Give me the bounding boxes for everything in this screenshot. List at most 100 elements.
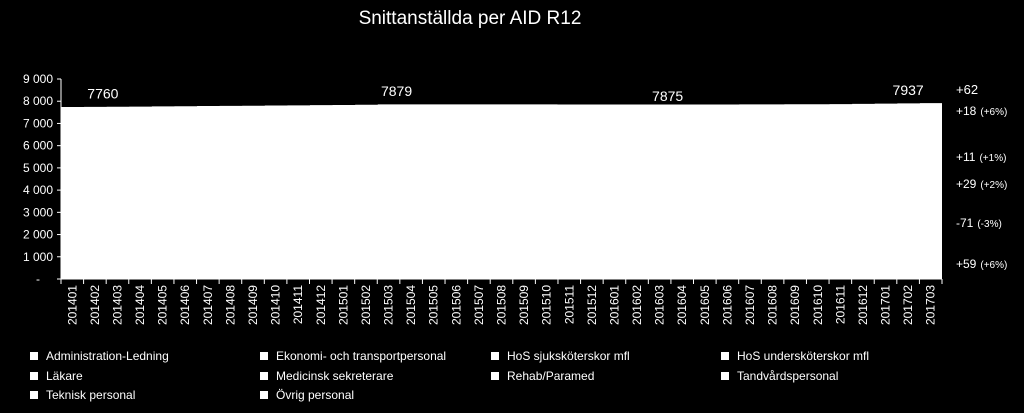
legend-label: Tandvårdspersonal — [737, 369, 839, 383]
y-tick-label: 4 000 — [23, 183, 53, 197]
legend-label: Rehab/Paramed — [507, 369, 595, 383]
y-tick-label: 6 000 — [23, 139, 53, 153]
legend-item: Tandvårdspersonal — [721, 369, 838, 383]
legend-item: Administration-Ledning — [30, 349, 169, 363]
legend-item: Rehab/Paramed — [491, 369, 594, 383]
y-tick-label: 8 000 — [23, 94, 53, 108]
legend-swatch — [260, 372, 268, 380]
x-tick-label: 201505 — [427, 285, 441, 325]
legend-item: HoS sjuksköterskor mfl — [491, 349, 630, 363]
x-tick-label: 201502 — [359, 285, 373, 325]
legend-item: HoS undersköterskor mfl — [721, 349, 869, 363]
x-tick-label: 201510 — [540, 285, 554, 325]
annotation-value: +59 — [956, 257, 977, 271]
x-tick-label: 201702 — [901, 285, 915, 325]
annotation-percent: (+1%) — [979, 153, 1007, 164]
x-tick-label: 201406 — [178, 285, 192, 325]
x-tick-label: 201605 — [698, 285, 712, 325]
y-tick-label: - — [36, 272, 40, 286]
annotation-delta: +29 (+2%) — [956, 177, 1007, 191]
x-tick-label: 201512 — [585, 285, 599, 325]
legend-item: Läkare — [30, 369, 83, 383]
x-tick-label: 201507 — [472, 285, 486, 325]
x-tick-label: 201509 — [517, 285, 531, 325]
annotation-delta: +59 (+6%) — [956, 257, 1007, 271]
x-tick-label: 201604 — [675, 285, 689, 325]
x-tick-label: 201701 — [879, 285, 893, 325]
data-label: 7875 — [652, 88, 683, 104]
legend-item: Teknisk personal — [30, 388, 135, 402]
x-tick-label: 201412 — [314, 285, 328, 325]
legend-label: Administration-Ledning — [46, 349, 169, 363]
x-tick-label: 201508 — [495, 285, 509, 325]
legend-label: HoS undersköterskor mfl — [737, 349, 870, 363]
x-tick-label: 201405 — [156, 285, 170, 325]
legend-label: Läkare — [46, 369, 83, 383]
legend-swatch — [30, 352, 38, 360]
data-label: 7879 — [381, 83, 412, 99]
x-tick-label: 201703 — [924, 285, 938, 325]
x-tick-label: 201404 — [133, 285, 147, 325]
legend-swatch — [721, 352, 729, 360]
series-area — [61, 102, 942, 279]
x-tick-label: 201411 — [291, 285, 305, 324]
legend-swatch — [260, 391, 268, 399]
x-tick-label: 201612 — [856, 285, 870, 325]
chart-title: Snittanställda per AID R12 — [358, 8, 582, 29]
x-tick-label: 201608 — [766, 285, 780, 325]
x-tick-label: 201611 — [833, 285, 847, 324]
x-tick-label: 201407 — [201, 285, 215, 325]
legend-swatch — [30, 391, 38, 399]
y-tick-label: 7 000 — [23, 116, 53, 130]
annotation-delta: -71 (-3%) — [956, 216, 1002, 230]
annotation-value: +11 — [956, 150, 976, 164]
y-tick-label: 1 000 — [23, 250, 53, 264]
series-line — [61, 102, 942, 108]
x-tick-label: 201506 — [449, 285, 463, 325]
x-tick-label: 201504 — [404, 285, 418, 325]
annotation-percent: (-3%) — [977, 219, 1002, 230]
x-tick-label: 201409 — [246, 285, 260, 325]
x-tick-label: 201603 — [653, 285, 667, 325]
annotation-total: +62 — [956, 82, 978, 97]
legend-item: Övrig personal — [260, 388, 354, 402]
x-tick-label: 201511 — [562, 285, 576, 324]
annotation-delta: +18 (+6%) — [956, 104, 1007, 118]
legend-swatch — [491, 372, 499, 380]
y-tick-label: 5 000 — [23, 161, 53, 175]
annotation-value: +18 — [956, 104, 977, 118]
x-tick-label: 201402 — [88, 285, 102, 325]
x-tick-label: 201601 — [607, 285, 621, 325]
annotation-value: +62 — [956, 82, 979, 97]
annotation-delta: +11 (+1%) — [956, 150, 1006, 164]
y-tick-label: 3 000 — [23, 205, 53, 219]
x-tick-label: 201607 — [743, 285, 757, 325]
data-label: 7760 — [87, 85, 118, 101]
annotation-percent: (+2%) — [980, 180, 1008, 191]
annotation-value: +29 — [956, 177, 977, 191]
legend-swatch — [30, 372, 38, 380]
legend-swatch — [260, 352, 268, 360]
x-tick-label: 201609 — [788, 285, 802, 325]
legend-item: Ekonomi- och transportpersonal — [260, 349, 446, 363]
legend-label: Övrig personal — [276, 388, 355, 402]
data-label: 7937 — [893, 82, 924, 98]
annotation-value: -71 — [956, 216, 974, 230]
legend-label: Ekonomi- och transportpersonal — [276, 349, 447, 363]
y-tick-label: 9 000 — [23, 72, 53, 86]
x-tick-label: 201403 — [110, 285, 124, 325]
x-tick-label: 201610 — [811, 285, 825, 325]
legend-swatch — [721, 372, 729, 380]
x-tick-label: 201410 — [269, 285, 283, 325]
legend-swatch — [491, 352, 499, 360]
x-tick-label: 201503 — [382, 285, 396, 325]
x-tick-label: 201408 — [223, 285, 237, 325]
y-tick-label: 2 000 — [23, 228, 53, 242]
annotation-percent: (+6%) — [980, 107, 1008, 118]
x-tick-label: 201602 — [630, 285, 644, 325]
legend-label: Medicinsk sekreterare — [276, 369, 394, 383]
legend-item: Medicinsk sekreterare — [260, 369, 393, 383]
x-tick-label: 201501 — [336, 285, 350, 325]
x-tick-label: 201606 — [720, 285, 734, 325]
